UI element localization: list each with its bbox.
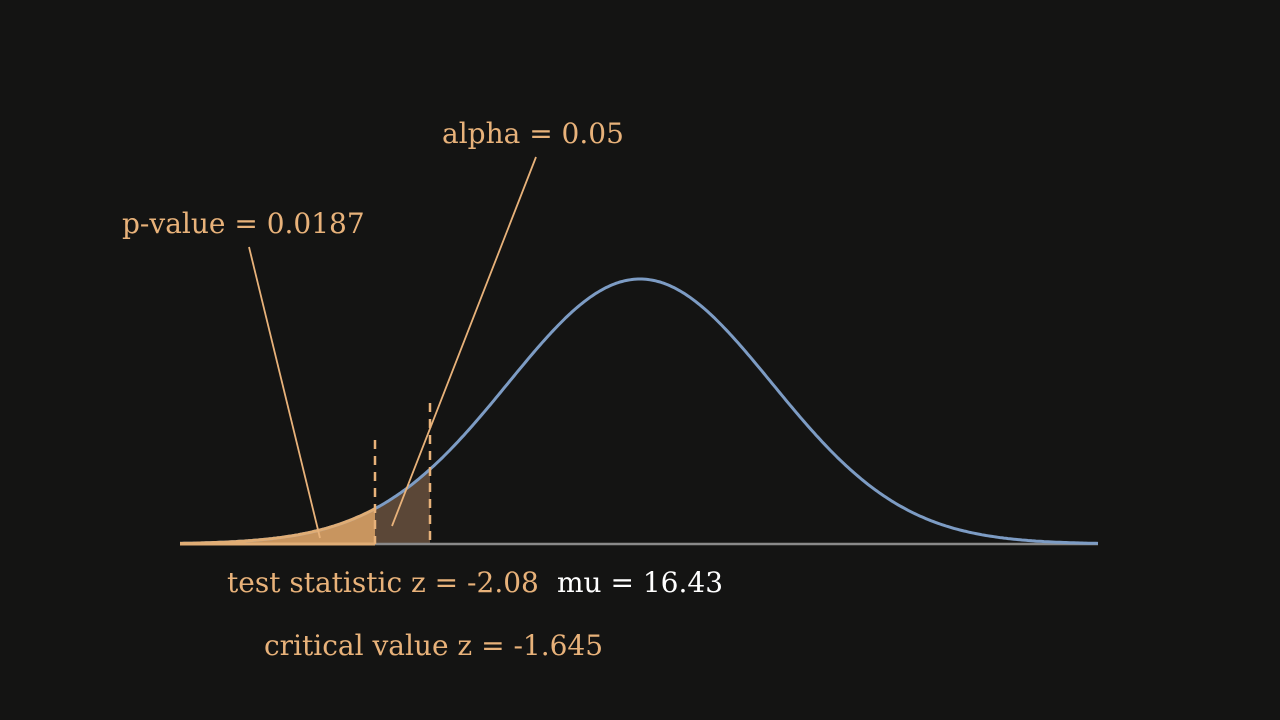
- alpha-label: alpha = 0.05: [442, 117, 624, 150]
- critical-value-label: critical value z = -1.645: [264, 629, 603, 662]
- p-value-pointer: [248, 246, 321, 539]
- p-value-region: [180, 508, 375, 544]
- mu-label: mu = 16.43: [557, 566, 723, 599]
- test-statistic-label: test statistic z = -2.08: [227, 566, 539, 599]
- alpha-pointer: [391, 156, 537, 527]
- alpha-region: [375, 469, 430, 544]
- p-value-label: p-value = 0.0187: [122, 207, 365, 240]
